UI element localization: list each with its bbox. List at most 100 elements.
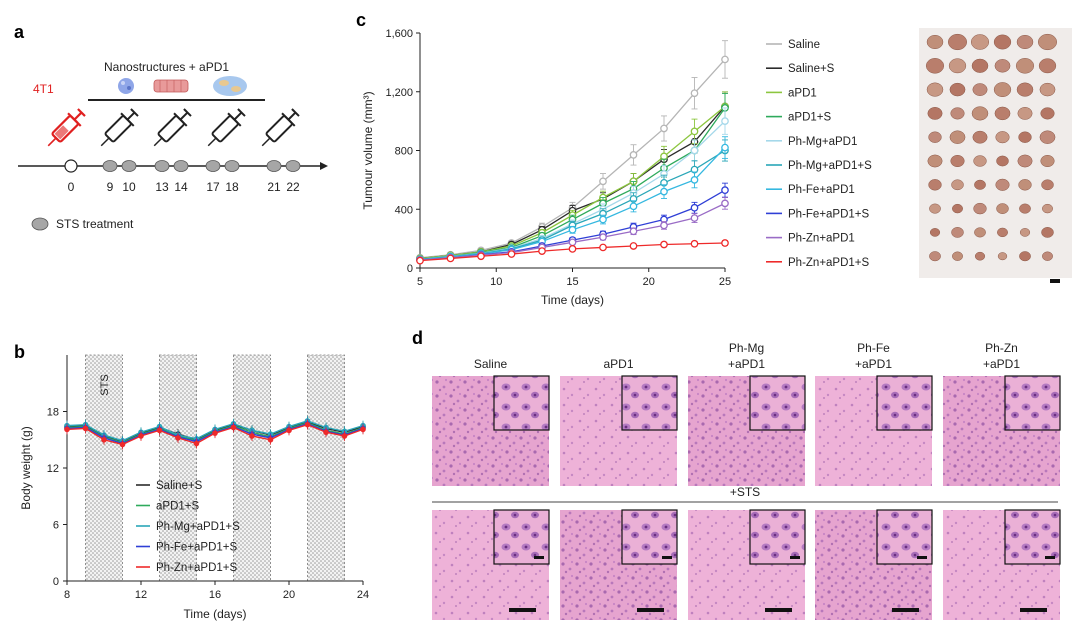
tumour-sample (950, 107, 965, 120)
tumour-sample (949, 82, 966, 97)
tumour-sample (972, 130, 988, 144)
x-tick-label: 8 (64, 589, 70, 601)
data-point (721, 55, 729, 64)
panel-label-c: c (356, 10, 366, 30)
tumour-sample (972, 83, 988, 96)
data-point (175, 435, 181, 441)
series-line (419, 105, 726, 260)
tumour-sample (1018, 131, 1032, 143)
nanostructure-mg-icon (118, 78, 134, 94)
sts-legend-label: STS treatment (56, 217, 134, 231)
legend-label: aPD1 (788, 87, 817, 99)
sts-shaded-band (307, 354, 345, 582)
tumour-sample (994, 106, 1011, 121)
y-tick-label: 0 (53, 576, 59, 588)
sts-dot (224, 160, 240, 172)
scale-bar-image (509, 608, 536, 612)
histology-column-subheader: +aPD1 (728, 357, 765, 371)
tumour-sample (993, 82, 1012, 97)
tumour-sample (929, 251, 941, 262)
y-tick-label: 1,600 (385, 28, 413, 40)
timeline-day-label: 21 (267, 180, 281, 194)
tumour-sample (949, 130, 966, 144)
x-tick-label: 16 (209, 589, 221, 601)
tumour-sample (925, 58, 945, 74)
timeline-day-label: 0 (68, 180, 75, 194)
legend-label: aPD1+S (156, 501, 199, 513)
data-point (629, 202, 638, 211)
sts-legend-marker (31, 217, 49, 231)
x-tick-label: 20 (643, 276, 655, 288)
data-point (360, 426, 366, 433)
body-weight-chart: STS 0 6 12 18 8 12 16 20 24 Time (days) Body weight… (19, 354, 369, 621)
y-tick-label: 400 (395, 204, 413, 216)
legend-label: Ph-Fe+aPD1+S (156, 542, 238, 554)
tumour-sample (974, 227, 986, 238)
scale-bar-image (1020, 608, 1047, 612)
panel-label-a: a (14, 22, 25, 42)
scale-bar-image (892, 608, 919, 612)
legend-label: Ph-Fe+aPD1 (788, 184, 855, 196)
legend-label: Saline+S (156, 480, 203, 492)
data-point (721, 143, 729, 152)
data-point (599, 215, 607, 224)
timeline-day-label: 17 (206, 180, 220, 194)
tumour-sample (1019, 203, 1031, 214)
data-point (721, 186, 729, 195)
data-point (629, 227, 638, 236)
scale-bar-inset (917, 556, 927, 559)
data-point (721, 239, 729, 247)
histology-inset (876, 509, 933, 565)
data-point (660, 187, 668, 196)
tumour-samples (925, 33, 1057, 262)
tumour-sample (1038, 33, 1057, 51)
tumour-sample (971, 106, 989, 121)
treatment-title: Nanostructures + aPD1 (104, 60, 229, 74)
data-point (690, 214, 699, 222)
x-tick-label: 20 (283, 589, 295, 601)
tumour-sample (973, 155, 987, 167)
tumour-sample (970, 34, 990, 50)
legend-label: aPD1+S (788, 112, 831, 124)
data-point (212, 430, 218, 436)
tumour-sample (927, 107, 943, 120)
syringe-icons (100, 108, 300, 147)
data-point (267, 436, 274, 443)
data-point (568, 225, 577, 234)
data-point (599, 177, 607, 186)
sts-shaded-band (233, 354, 271, 582)
data-point (249, 433, 255, 439)
histology-column-header: Ph-Zn (985, 341, 1018, 355)
panel-a: a 4T1 Nanostructures + aPD1 (14, 22, 328, 231)
panel-label-d: d (412, 328, 423, 348)
tumour-sample (993, 34, 1012, 50)
data-point (629, 151, 638, 159)
data-point (690, 176, 699, 184)
data-point (82, 425, 89, 432)
timeline-day-label: 13 (155, 180, 169, 194)
legend-label: Ph-Zn+aPD1 (788, 233, 855, 245)
tumour-sample (926, 82, 944, 97)
tumour-sample (952, 251, 963, 261)
histology-grid: Saline aPD1 Ph-Mg +aPD1 Ph-Fe +aPD1 Ph-Zn +aPD1 (432, 341, 1061, 620)
data-point (507, 250, 516, 258)
sts-dot (173, 160, 189, 172)
legend-label: Ph-Fe+aPD1+S (788, 208, 870, 220)
histology-inset (621, 509, 678, 565)
tumour-sample (1042, 251, 1053, 261)
histology-inset (749, 375, 806, 431)
y-tick-label: 0 (407, 263, 413, 275)
legend-label: Ph-Mg+aPD1 (788, 136, 857, 148)
nanostructure-fe-icon (153, 79, 189, 93)
scale-bar-inset (662, 556, 672, 559)
data-point (156, 427, 163, 434)
tumour-sample (927, 154, 943, 168)
tumour-sample (1019, 251, 1031, 262)
tumour-sample (1040, 107, 1055, 120)
histology-inset (493, 509, 550, 565)
data-point (538, 247, 546, 255)
data-point (119, 441, 126, 448)
x-tick-label: 10 (490, 276, 502, 288)
histology-column-header: aPD1 (603, 357, 633, 371)
timeline-day-label: 10 (122, 180, 136, 194)
